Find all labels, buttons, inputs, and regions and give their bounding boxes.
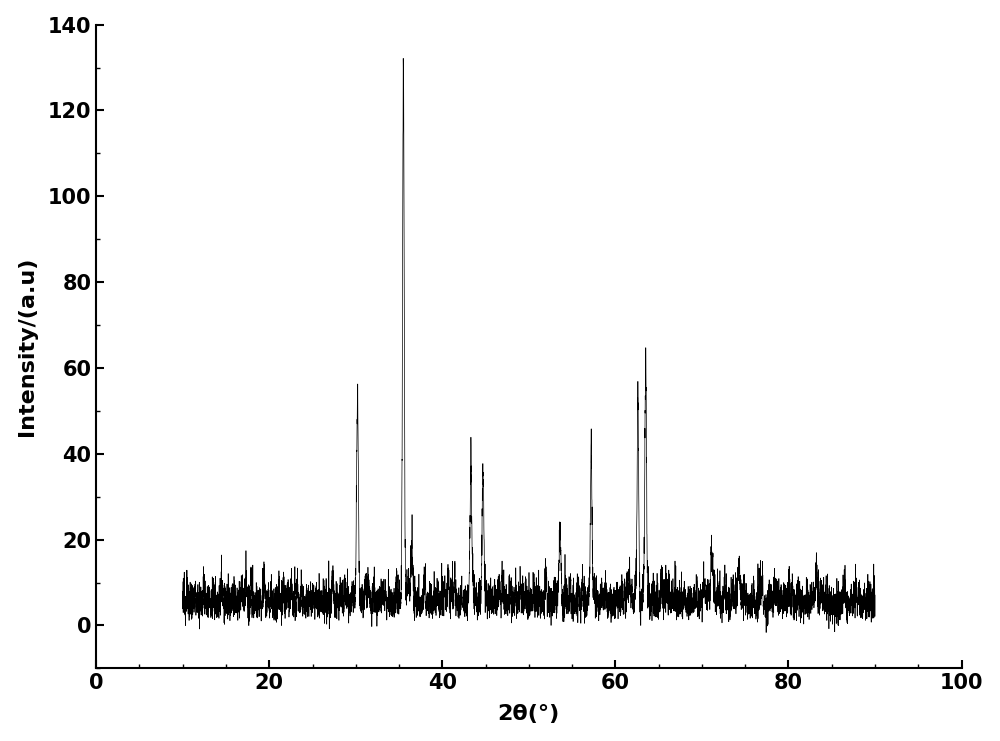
Y-axis label: Intensity/(a.u): Intensity/(a.u) bbox=[17, 257, 37, 436]
X-axis label: 2θ(°): 2θ(°) bbox=[498, 705, 560, 725]
